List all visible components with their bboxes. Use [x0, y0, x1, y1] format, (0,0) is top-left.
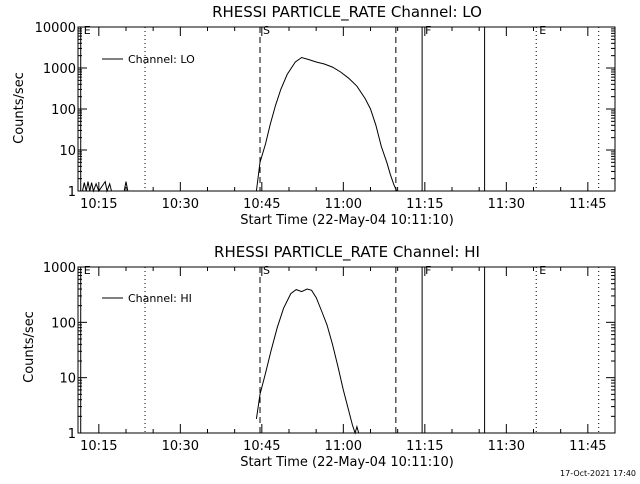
y-axis: 1 10 100 1000 10000: [35, 21, 615, 200]
legend: Channel: LO: [102, 53, 195, 66]
series-line-hi: [255, 288, 360, 435]
x-axis-label: Start Time (22-May-04 10:11:10): [240, 213, 454, 228]
x-tick-label: 10:15: [80, 197, 117, 212]
marker-label: F: [425, 24, 431, 37]
y-tick-label: 1000: [43, 261, 76, 276]
legend-label: Channel: HI: [128, 292, 192, 305]
series-line-lo: [82, 56, 398, 193]
y-tick-label: 1000: [43, 62, 76, 77]
marker-label: S: [263, 24, 270, 37]
x-tick-label: 10:30: [162, 197, 199, 212]
x-tick-label: 11:30: [488, 197, 525, 212]
marker-label: E: [84, 24, 91, 37]
y-tick-label: 1: [68, 185, 76, 200]
x-tick-label: 10:45: [243, 197, 280, 212]
x-tick-label: 11:00: [325, 197, 362, 212]
x-tick-label: 11:45: [569, 439, 606, 454]
marker-label: E: [539, 264, 546, 277]
marker-label: S: [263, 264, 270, 277]
plot-frame: [77, 266, 616, 434]
marker-label: E: [84, 264, 91, 277]
plot-frame: [77, 26, 616, 192]
marker-label: E: [539, 24, 546, 37]
x-tick-label: 11:45: [569, 197, 606, 212]
y-axis-label: Counts/sec: [22, 311, 37, 383]
x-tick-label: 10:30: [162, 439, 199, 454]
y-tick-label: 10: [59, 372, 76, 387]
y-axis: 1 10 100 1000: [43, 261, 615, 442]
y-tick-label: 10000: [35, 21, 76, 36]
marker-label: F: [425, 264, 431, 277]
x-axis: 10:15 10:30 10:45 11:00 11:15 11:30 11:45: [80, 27, 616, 212]
x-tick-label: 11:15: [406, 439, 443, 454]
x-tick-label: 11:30: [488, 439, 525, 454]
y-tick-label: 10: [59, 144, 76, 159]
chart-title: RHESSI PARTICLE_RATE Channel: LO: [212, 3, 482, 22]
x-tick-label: 10:15: [80, 439, 117, 454]
x-axis: 10:15 10:30 10:45 11:00 11:15 11:30 11:45: [80, 267, 616, 454]
y-axis-label: Counts/sec: [12, 72, 27, 144]
legend-label: Channel: LO: [128, 53, 195, 66]
y-tick-label: 100: [51, 103, 76, 118]
x-tick-label: 11:15: [406, 197, 443, 212]
chart-title: RHESSI PARTICLE_RATE Channel: HI: [214, 243, 480, 262]
legend: Channel: HI: [102, 292, 192, 305]
x-tick-label: 11:00: [325, 439, 362, 454]
y-tick-label: 1: [68, 427, 76, 442]
y-tick-label: 100: [51, 316, 76, 331]
x-tick-label: 10:45: [243, 439, 280, 454]
footer-timestamp: 17-Oct-2021 17:40: [560, 469, 636, 478]
x-axis-label: Start Time (22-May-04 10:11:10): [240, 455, 454, 470]
